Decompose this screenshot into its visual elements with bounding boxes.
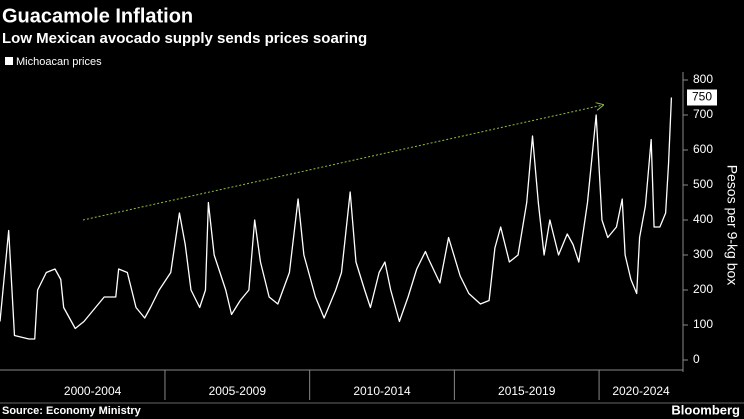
y-tick-label: 500 — [693, 177, 713, 191]
y-tick-label: 300 — [693, 247, 713, 261]
trend-arrow — [82, 105, 603, 221]
x-group-label: 2015-2019 — [498, 384, 556, 398]
y-tick-label: 700 — [693, 107, 713, 121]
price-line — [0, 97, 673, 340]
y-tick-label: 200 — [693, 282, 713, 296]
legend-label: Michoacan prices — [16, 56, 102, 68]
y-tick-label: 0 — [693, 352, 700, 366]
brand: Bloomberg — [671, 402, 740, 417]
y-tick-label: 100 — [693, 317, 713, 331]
legend-swatch — [5, 57, 13, 65]
y-tick-label: 800 — [693, 72, 713, 86]
x-group-label: 2020-2024 — [612, 384, 670, 398]
x-group-label: 2005-2009 — [209, 384, 267, 398]
x-group-label: 2000-2004 — [64, 384, 122, 398]
x-group-label: 2010-2014 — [353, 384, 411, 398]
y-tick-label: 400 — [693, 212, 713, 226]
y-axis-label: Pesos per 9-kg box — [724, 165, 740, 286]
y-tick-label: 600 — [693, 142, 713, 156]
last-value-label: 750 — [692, 90, 712, 104]
chart-title: Guacamole Inflation — [2, 5, 193, 27]
source: Source: Economy Ministry — [2, 405, 142, 417]
last-value-box — [687, 89, 717, 106]
chart-subtitle: Low Mexican avocado supply sends prices … — [2, 30, 367, 47]
